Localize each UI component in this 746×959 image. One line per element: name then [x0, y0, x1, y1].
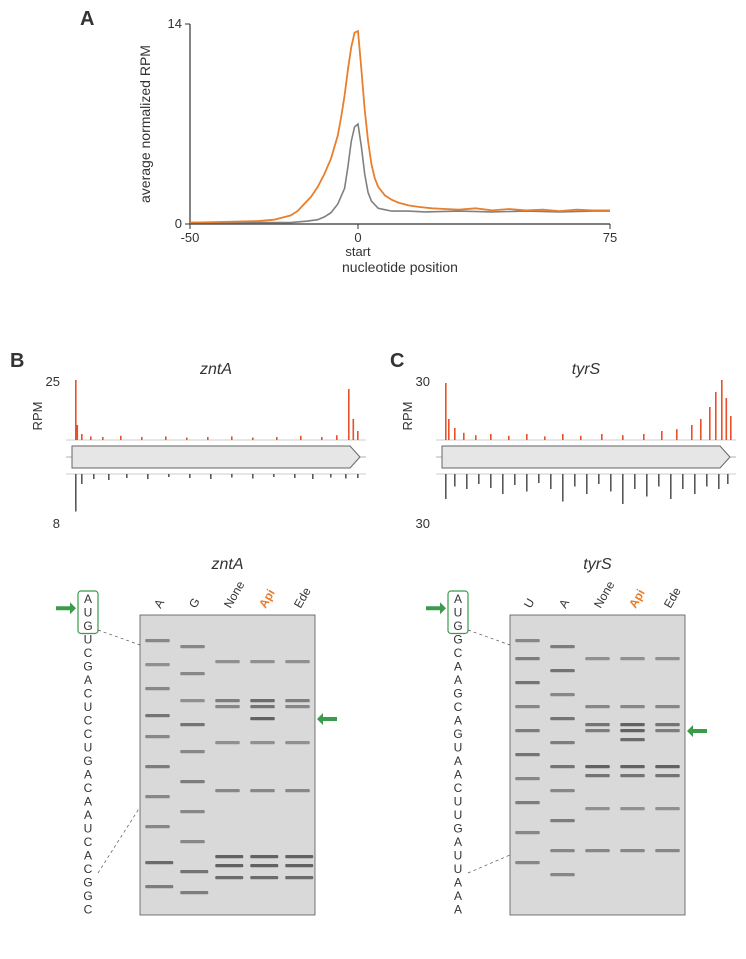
- svg-text:14: 14: [168, 16, 182, 31]
- panel-label-b: B: [10, 350, 24, 373]
- svg-text:G: G: [83, 876, 92, 890]
- svg-text:Api: Api: [256, 587, 278, 611]
- svg-text:A: A: [454, 592, 462, 606]
- svg-text:average normalized RPM: average normalized RPM: [137, 45, 153, 203]
- svg-text:G: G: [453, 633, 462, 647]
- svg-text:C: C: [84, 727, 93, 741]
- svg-text:A: A: [84, 592, 92, 606]
- svg-text:A: A: [84, 673, 92, 687]
- svg-text:C: C: [84, 835, 93, 849]
- svg-text:zntA: zntA: [199, 361, 232, 378]
- svg-text:Ede: Ede: [291, 585, 314, 611]
- svg-text:tyrS: tyrS: [583, 556, 612, 573]
- svg-text:A: A: [84, 808, 92, 822]
- panel-label-a: A: [80, 8, 94, 31]
- svg-text:C: C: [84, 714, 93, 728]
- svg-text:G: G: [453, 822, 462, 836]
- svg-text:C: C: [454, 781, 463, 795]
- svg-text:75: 75: [603, 230, 617, 245]
- svg-text:-50: -50: [181, 230, 200, 245]
- svg-text:A: A: [84, 768, 92, 782]
- svg-text:None: None: [221, 578, 248, 610]
- svg-text:A: A: [454, 876, 462, 890]
- svg-text:25: 25: [46, 374, 60, 389]
- svg-text:G: G: [453, 727, 462, 741]
- svg-text:RPM: RPM: [30, 402, 45, 431]
- svg-text:A: A: [84, 795, 92, 809]
- svg-text:Ede: Ede: [661, 585, 684, 611]
- panel-b-tracks: zntA RPM25 8: [30, 360, 370, 530]
- panel-c-gel: tyrSAUGGCAAGCAGUAACUUGAUUAAAUANoneApiEde: [400, 555, 740, 955]
- svg-text:0: 0: [354, 230, 361, 245]
- svg-text:U: U: [84, 700, 93, 714]
- svg-text:G: G: [83, 660, 92, 674]
- svg-text:U: U: [454, 741, 463, 755]
- svg-text:A: A: [556, 597, 572, 611]
- svg-text:8: 8: [53, 516, 60, 530]
- svg-text:G: G: [83, 889, 92, 903]
- svg-text:Api: Api: [626, 587, 648, 611]
- svg-text:U: U: [454, 606, 463, 620]
- svg-text:C: C: [84, 781, 93, 795]
- svg-text:C: C: [84, 646, 93, 660]
- svg-text:G: G: [453, 619, 462, 633]
- svg-text:A: A: [454, 660, 462, 674]
- svg-text:U: U: [84, 606, 93, 620]
- svg-text:start: start: [345, 244, 371, 259]
- svg-text:A: A: [454, 754, 462, 768]
- panel-a-chart: -50075start014average normalized RPMnucl…: [130, 0, 650, 290]
- svg-text:U: U: [84, 633, 93, 647]
- panel-c-tracks: tyrSRPM3030: [400, 360, 740, 530]
- svg-text:A: A: [151, 597, 167, 611]
- svg-text:A: A: [454, 835, 462, 849]
- svg-text:C: C: [84, 903, 93, 917]
- figure-root: A B C -50075start014average normalized R…: [0, 0, 746, 959]
- panel-b-gel: zntAAUGUCGACUCCUGACAAUCACGGCAGNoneApiEde: [30, 555, 370, 955]
- svg-text:RPM: RPM: [400, 402, 415, 431]
- svg-text:C: C: [84, 862, 93, 876]
- svg-text:30: 30: [416, 374, 430, 389]
- svg-text:A: A: [454, 714, 462, 728]
- svg-text:U: U: [521, 596, 537, 611]
- svg-text:nucleotide position: nucleotide position: [342, 259, 458, 275]
- svg-text:G: G: [83, 619, 92, 633]
- svg-text:G: G: [453, 687, 462, 701]
- svg-text:C: C: [454, 646, 463, 660]
- svg-text:G: G: [186, 595, 203, 610]
- svg-text:U: U: [454, 795, 463, 809]
- svg-text:A: A: [454, 673, 462, 687]
- svg-text:0: 0: [175, 216, 182, 231]
- svg-text:tyrS: tyrS: [572, 361, 601, 378]
- svg-text:U: U: [454, 808, 463, 822]
- svg-text:U: U: [84, 741, 93, 755]
- svg-text:A: A: [454, 903, 462, 917]
- svg-text:zntA: zntA: [210, 556, 243, 573]
- svg-text:U: U: [454, 862, 463, 876]
- svg-text:A: A: [454, 889, 462, 903]
- svg-text:U: U: [454, 849, 463, 863]
- svg-text:A: A: [84, 849, 92, 863]
- svg-text:A: A: [454, 768, 462, 782]
- svg-text:30: 30: [416, 516, 430, 530]
- svg-text:G: G: [83, 754, 92, 768]
- svg-text:C: C: [84, 687, 93, 701]
- svg-text:C: C: [454, 700, 463, 714]
- svg-text:U: U: [84, 822, 93, 836]
- svg-text:None: None: [591, 578, 618, 610]
